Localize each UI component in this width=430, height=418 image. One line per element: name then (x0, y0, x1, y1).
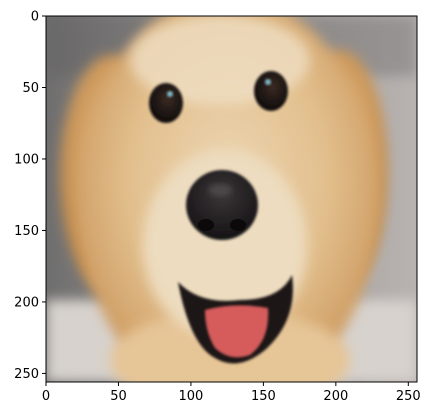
x-tick-label: 200 (323, 389, 348, 404)
y-tick-label: 200 (14, 295, 39, 310)
right-eye (254, 71, 288, 111)
axes-frame (45, 15, 418, 383)
image-plot (46, 16, 417, 382)
y-tick-label: 0 (31, 10, 39, 25)
left-nostril (198, 219, 214, 231)
nose (186, 170, 258, 240)
y-tick-label: 250 (14, 367, 39, 382)
y-axis-ticks: 0 50 100 150 200 250 (14, 10, 46, 382)
x-tick-label: 250 (396, 389, 421, 404)
y-tick-label: 50 (22, 81, 39, 96)
left-eye (149, 83, 183, 123)
x-axis-ticks: 0 50 100 150 200 250 (42, 382, 421, 404)
x-tick-label: 100 (179, 389, 204, 404)
right-eye-highlight (265, 79, 271, 85)
x-tick-label: 0 (42, 389, 50, 404)
y-tick-label: 150 (14, 224, 39, 239)
y-tick-label: 100 (14, 152, 39, 167)
right-nostril (230, 219, 246, 231)
left-eye-highlight (167, 91, 173, 97)
x-tick-label: 50 (110, 389, 127, 404)
x-tick-label: 150 (251, 389, 276, 404)
